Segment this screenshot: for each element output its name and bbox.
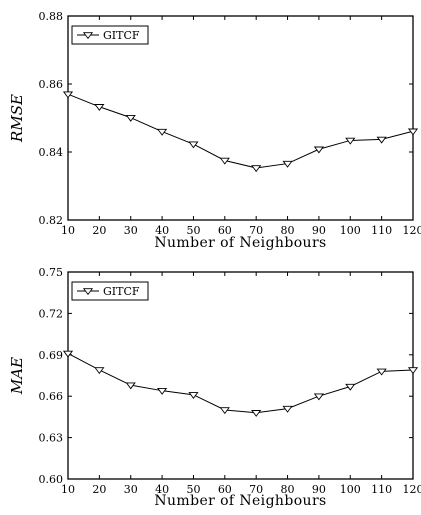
chart-panel-1: 10 20 30 40 50 60 70 80 90 100 110 120 0.82 0.84 0.86 0… <box>8 10 421 251</box>
legend-marker <box>82 32 94 40</box>
x-tick-label: 20 <box>92 483 106 496</box>
data-point <box>251 165 262 173</box>
legend-marker <box>82 288 94 296</box>
y-tick-label: 0.69 <box>39 349 64 362</box>
x-tick-label: 50 <box>186 224 200 237</box>
x-tick-label: 10 <box>61 224 75 237</box>
x-tick-label: 110 <box>371 224 392 237</box>
x-tick-label: 10 <box>61 483 75 496</box>
legend-box <box>71 25 149 45</box>
y-tick-label: 0.86 <box>39 78 64 91</box>
y-axis-label: RMSE <box>8 94 26 143</box>
data-point <box>125 114 136 122</box>
data-point <box>62 91 74 99</box>
x-tick-label: 80 <box>281 483 295 496</box>
legend-label: GITCF <box>103 285 140 298</box>
chart-panel-2: 10 20 30 40 50 60 70 80 90 100 110 120 0.60 0.63 0.66 0… <box>8 266 421 509</box>
x-axis-label: Number of Neighbours <box>154 493 326 509</box>
data-point <box>188 141 199 149</box>
data-point <box>345 383 356 391</box>
x-tick-label: 40 <box>155 224 169 237</box>
data-point <box>282 405 293 413</box>
x-tick-label: 120 <box>403 483 421 496</box>
x-tick-label: 30 <box>124 483 138 496</box>
y-axis-label: MAE <box>8 357 26 395</box>
data-point <box>188 392 199 399</box>
x-tick-label: 90 <box>312 483 326 496</box>
data-point <box>282 160 293 168</box>
y-tick-label: 0.60 <box>39 473 64 486</box>
x-tick-label: 90 <box>312 224 326 237</box>
x-tick-label: 110 <box>371 483 392 496</box>
plot-area-frame <box>67 15 414 221</box>
x-tick-label: 40 <box>155 483 169 496</box>
x-tick-label: 70 <box>249 483 263 496</box>
data-point <box>125 382 136 390</box>
x-tick-label: 50 <box>186 483 200 496</box>
data-point <box>313 393 325 401</box>
y-tick-label: 0.63 <box>39 432 64 445</box>
y-tick-label: 0.88 <box>39 10 64 23</box>
data-point <box>62 350 74 358</box>
x-tick-label: 80 <box>281 224 295 237</box>
data-point <box>376 368 387 376</box>
x-tick-label: 120 <box>403 224 421 237</box>
series-line <box>67 93 414 169</box>
data-point <box>219 157 230 165</box>
y-tick-label: 0.72 <box>39 307 64 320</box>
legend-label: GITCF <box>103 29 140 42</box>
data-point <box>219 407 230 415</box>
y-tick-label: 0.66 <box>39 390 64 403</box>
x-tick-label: 100 <box>340 483 361 496</box>
data-point <box>313 146 325 154</box>
x-tick-label: 60 <box>218 483 232 496</box>
data-point <box>407 367 419 375</box>
x-tick-label: 100 <box>340 224 361 237</box>
data-point <box>376 136 387 144</box>
data-point <box>407 128 419 136</box>
x-tick-label: 20 <box>92 224 106 237</box>
y-tick-label: 0.82 <box>39 214 64 227</box>
y-tick-label: 0.75 <box>39 266 64 279</box>
x-axis-label: Number of Neighbours <box>154 235 326 251</box>
legend-box <box>71 281 149 301</box>
data-point <box>94 367 105 375</box>
data-point <box>156 387 168 395</box>
data-point <box>94 104 105 111</box>
data-point <box>345 137 356 145</box>
x-tick-label: 30 <box>124 224 138 237</box>
y-tick-label: 0.84 <box>39 146 64 159</box>
x-tick-label: 60 <box>218 224 232 237</box>
x-tick-label: 70 <box>249 224 263 237</box>
data-point <box>156 128 168 136</box>
data-point <box>251 410 262 417</box>
series-line <box>67 352 414 414</box>
plot-area-frame <box>67 271 414 480</box>
